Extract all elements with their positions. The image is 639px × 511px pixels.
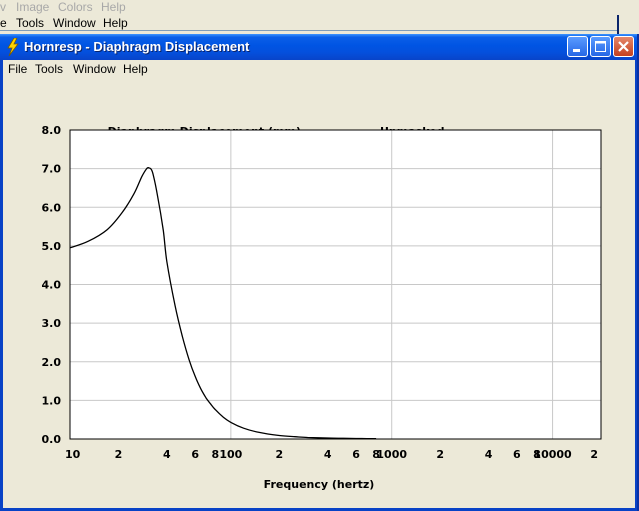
close-icon [618, 41, 629, 52]
y-tick-label: 8.0 [42, 124, 62, 137]
lightning-app-icon [7, 38, 19, 56]
x-tick-label: 10 [65, 448, 81, 461]
maximize-button[interactable] [590, 36, 611, 57]
bg-menu-tools[interactable]: Tools [16, 16, 45, 30]
close-button[interactable] [613, 36, 634, 57]
window-client-area: File Tools Window Help Diaphragm Displac… [3, 60, 635, 508]
bg-menu-help2[interactable]: Help [103, 16, 128, 30]
y-tick-label: 2.0 [42, 356, 62, 369]
displacement-chart: Diaphragm Displacement (mm) Unmasked 0.0… [42, 124, 602, 491]
x-tick-label: 4 [163, 448, 171, 461]
plot-frame [69, 129, 602, 440]
bg-menu-view[interactable]: v [0, 0, 6, 14]
menu-file[interactable]: File [8, 62, 28, 76]
y-tick-label: 3.0 [42, 317, 62, 330]
x-tick-label: 8 [372, 448, 380, 461]
x-tick-label: 2 [436, 448, 444, 461]
x-tick-label: 2 [275, 448, 283, 461]
menu-tools[interactable]: Tools [35, 62, 64, 76]
y-tick-label: 4.0 [42, 279, 62, 292]
diaphragm-displacement-window: Hornresp - Diaphragm Displacement File T… [0, 34, 639, 511]
x-tick-label: 1000 [376, 448, 407, 461]
x-tick-label: 6 [513, 448, 521, 461]
y-axis-ticks: 0.0 1.0 2.0 3.0 4.0 5.0 6.0 7.0 8.0 [42, 124, 62, 446]
bg-menu-colors[interactable]: Colors [58, 0, 93, 14]
bg-menu-file[interactable]: e [0, 16, 7, 30]
window-title: Hornresp - Diaphragm Displacement [24, 39, 250, 54]
maximize-icon [595, 41, 606, 52]
bg-menu-help[interactable]: Help [101, 0, 126, 14]
x-tick-label: 10000 [533, 448, 572, 461]
x-axis-label: Frequency (hertz) [264, 478, 375, 491]
y-tick-label: 1.0 [42, 394, 62, 407]
x-tick-label: 6 [352, 448, 360, 461]
y-tick-label: 7.0 [42, 163, 62, 176]
minimize-icon [573, 49, 580, 52]
title-bar[interactable]: Hornresp - Diaphragm Displacement [0, 34, 637, 60]
background-window-border [617, 15, 619, 35]
series-layer [69, 167, 377, 440]
y-tick-label: 0.0 [42, 433, 62, 446]
x-tick-label: 8 [533, 448, 541, 461]
background-app-window: v Image Colors Help e Tools Window Help [0, 0, 639, 36]
y-tick-label: 5.0 [42, 240, 62, 253]
x-tick-label: 100 [219, 448, 242, 461]
bg-menu-image[interactable]: Image [16, 0, 50, 14]
x-tick-label: 2 [115, 448, 123, 461]
menubar: File Tools Window Help [3, 60, 635, 78]
menu-window[interactable]: Window [73, 62, 116, 76]
minimize-button[interactable] [567, 36, 588, 57]
x-tick-label: 2 [590, 448, 598, 461]
y-tick-label: 6.0 [42, 201, 62, 214]
bg-menu-window[interactable]: Window [53, 16, 96, 30]
x-tick-label: 6 [191, 448, 199, 461]
x-tick-label: 4 [485, 448, 493, 461]
menu-help[interactable]: Help [123, 62, 148, 76]
background-menubar: e Tools Window Help [0, 15, 618, 31]
displacement-series-line [69, 167, 377, 440]
x-tick-label: 8 [211, 448, 219, 461]
x-tick-label: 4 [324, 448, 332, 461]
